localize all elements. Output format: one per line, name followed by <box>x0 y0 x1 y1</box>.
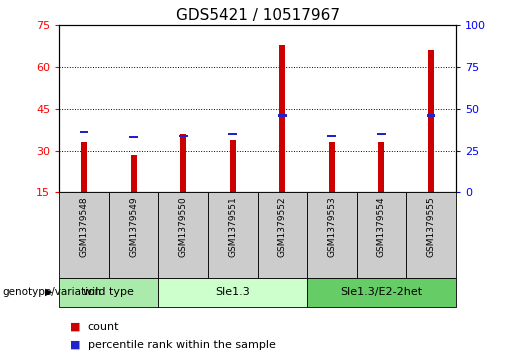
Text: ■: ■ <box>70 340 80 350</box>
Bar <box>159 192 208 278</box>
Bar <box>279 45 285 192</box>
Text: ■: ■ <box>70 322 80 332</box>
Bar <box>406 192 456 278</box>
Bar <box>208 192 258 278</box>
Bar <box>228 133 237 135</box>
Bar <box>59 192 109 278</box>
Text: GSM1379550: GSM1379550 <box>179 197 187 257</box>
Bar <box>81 142 87 192</box>
Bar <box>59 278 159 307</box>
Text: GSM1379554: GSM1379554 <box>377 197 386 257</box>
Bar <box>230 139 236 192</box>
Text: Sle1.3: Sle1.3 <box>215 287 250 297</box>
Text: GSM1379552: GSM1379552 <box>278 197 287 257</box>
Text: Sle1.3/E2-2het: Sle1.3/E2-2het <box>340 287 422 297</box>
Text: GSM1379553: GSM1379553 <box>328 197 336 257</box>
Bar <box>377 133 386 135</box>
Text: GSM1379551: GSM1379551 <box>228 197 237 257</box>
Text: GSM1379549: GSM1379549 <box>129 197 138 257</box>
Bar <box>131 155 136 192</box>
Text: ▶: ▶ <box>45 287 53 297</box>
Bar <box>426 114 436 117</box>
Bar <box>329 142 335 192</box>
Bar <box>179 135 187 137</box>
Bar <box>307 192 356 278</box>
Bar <box>307 278 456 307</box>
Text: percentile rank within the sample: percentile rank within the sample <box>88 340 276 350</box>
Bar <box>109 192 159 278</box>
Bar <box>428 50 434 192</box>
Bar <box>356 192 406 278</box>
Text: genotype/variation: genotype/variation <box>3 287 101 297</box>
Text: count: count <box>88 322 119 332</box>
Text: GSM1379555: GSM1379555 <box>426 197 436 257</box>
Bar <box>159 278 307 307</box>
Title: GDS5421 / 10517967: GDS5421 / 10517967 <box>176 8 339 23</box>
Text: wild type: wild type <box>83 287 134 297</box>
Bar <box>129 136 138 138</box>
Bar <box>79 131 89 133</box>
Bar <box>180 134 186 192</box>
Bar <box>379 142 384 192</box>
Bar <box>258 192 307 278</box>
Bar <box>278 114 287 117</box>
Bar <box>328 135 336 137</box>
Text: GSM1379548: GSM1379548 <box>79 197 89 257</box>
